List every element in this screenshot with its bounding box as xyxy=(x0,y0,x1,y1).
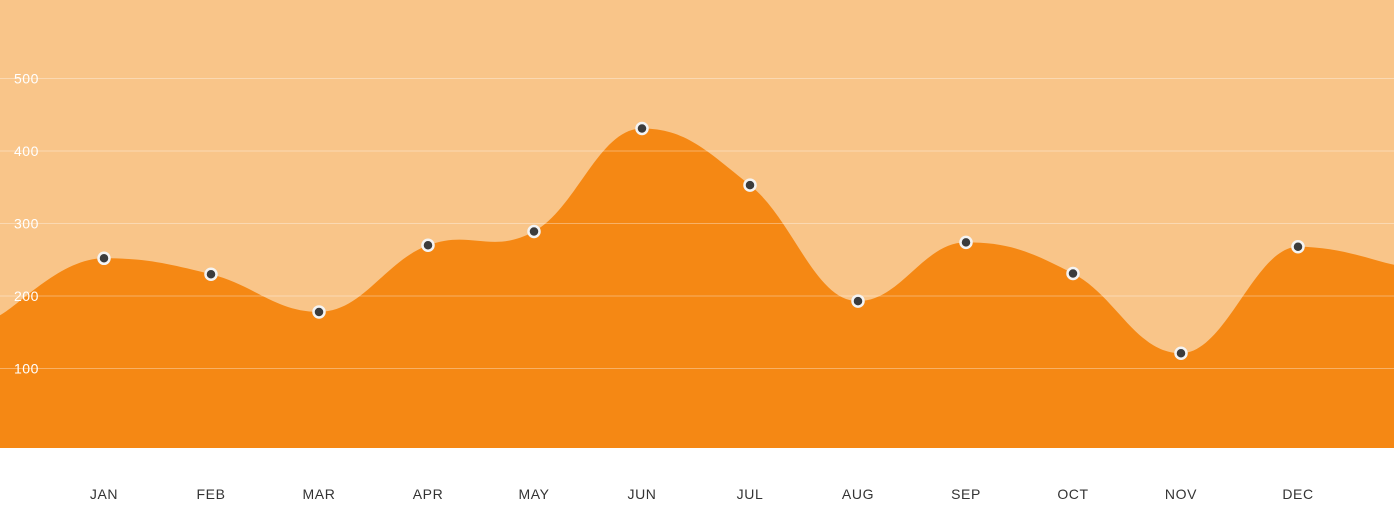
data-point-aug[interactable] xyxy=(851,294,865,308)
x-tick-label-feb: FEB xyxy=(196,486,225,502)
data-point-mar[interactable] xyxy=(312,305,326,319)
series-area xyxy=(0,128,1394,448)
x-tick-label-dec: DEC xyxy=(1282,486,1313,502)
data-point-jun[interactable] xyxy=(635,121,649,136)
x-tick-label-jun: JUN xyxy=(627,486,656,502)
x-tick-label-nov: NOV xyxy=(1165,486,1197,502)
y-tick-label: 300 xyxy=(14,216,39,232)
data-point-jul[interactable] xyxy=(743,178,757,192)
gridlines xyxy=(0,78,1394,369)
x-tick-label-apr: APR xyxy=(413,486,444,502)
data-point-nov[interactable] xyxy=(1174,346,1188,361)
x-axis-band xyxy=(0,448,1394,531)
y-tick-label: 400 xyxy=(14,143,39,159)
x-tick-label-jan: JAN xyxy=(90,486,118,502)
x-tick-label-sep: SEP xyxy=(951,486,981,502)
data-point-oct[interactable] xyxy=(1066,266,1080,281)
data-point-dec[interactable] xyxy=(1291,239,1305,254)
x-axis-ticks: JAN FEB MAR APR MAY JUN JUL AUG SEP OCT NOV DEC xyxy=(90,486,1313,502)
data-point-jan[interactable] xyxy=(97,251,111,266)
data-point-feb[interactable] xyxy=(204,267,218,281)
y-tick-label: 100 xyxy=(14,361,39,377)
x-tick-label-oct: OCT xyxy=(1057,486,1088,502)
x-tick-label-aug: AUG xyxy=(842,486,874,502)
x-tick-label-jul: JUL xyxy=(737,486,764,502)
y-axis-ticks: 100 200 300 400 500 xyxy=(14,71,39,377)
data-point-apr[interactable] xyxy=(421,238,435,252)
data-point-may[interactable] xyxy=(527,224,541,239)
x-tick-label-mar: MAR xyxy=(303,486,336,502)
x-tick-label-may: MAY xyxy=(518,486,549,502)
y-tick-label: 200 xyxy=(14,288,39,304)
data-markers xyxy=(97,121,1305,361)
y-tick-label: 500 xyxy=(14,71,39,87)
data-point-sep[interactable] xyxy=(959,235,973,250)
